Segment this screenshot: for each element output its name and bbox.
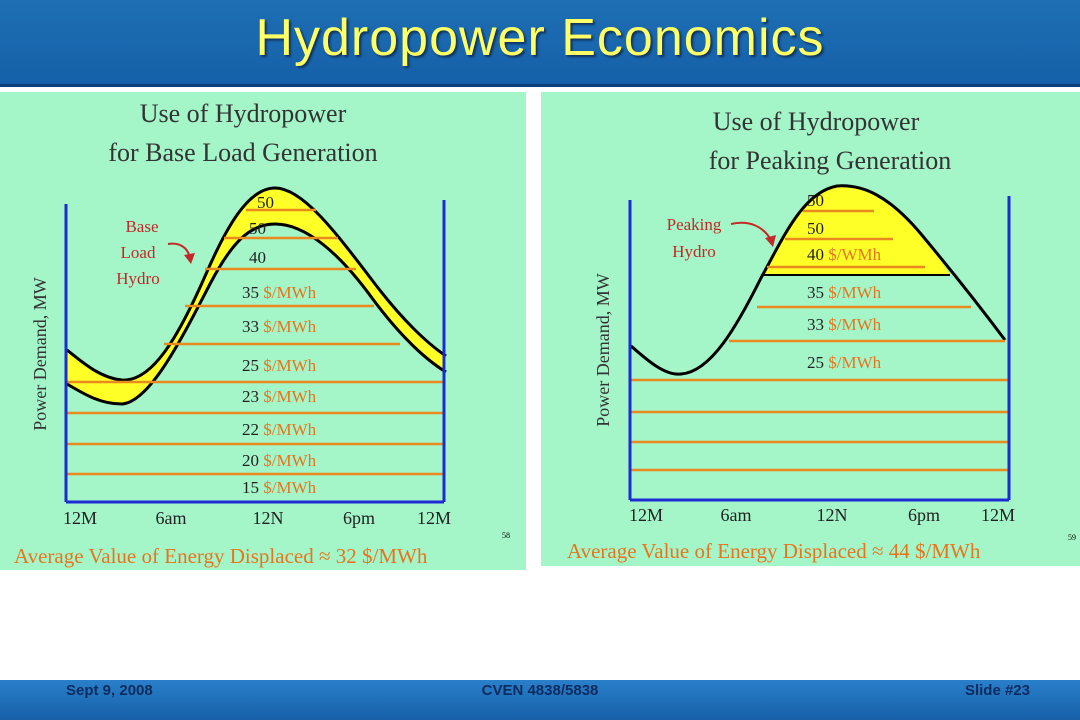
- left-price-label: 15 $/MWh: [242, 478, 317, 497]
- left-title-line1: Use of Hydropower: [140, 99, 347, 128]
- left-x-tick-labels: 12M 6am 12N 6pm 12M: [63, 508, 451, 528]
- left-x-tick-label: 6pm: [343, 508, 375, 528]
- left-price-label: 35 $/MWh: [242, 283, 317, 302]
- left-title-line2: for Base Load Generation: [108, 138, 377, 167]
- left-x-tick-label: 6am: [156, 508, 187, 528]
- footer-date: Sept 9, 2008: [66, 682, 153, 699]
- right-price-label: 40 $/WMh: [807, 245, 882, 264]
- base-load-panel: Use of Hydropower for Base Load Generati…: [0, 92, 526, 570]
- right-x-tick-label: 12M: [629, 505, 663, 525]
- slide-title: Hydropower Economics: [255, 9, 825, 67]
- left-callout-line1: Base: [125, 217, 158, 236]
- left-callout-arrowhead: [184, 253, 195, 264]
- footer-bar: Sept 9, 2008 CVEN 4838/5838 Slide #23: [0, 680, 1080, 720]
- right-price-labels: 50 50 40 $/WMh 35 $/MWh 33 $/MWh 25 $/MWh: [807, 191, 882, 372]
- right-x-tick-label: 12N: [817, 505, 848, 525]
- right-demand-curve: [630, 184, 1007, 376]
- right-slide-number: 59: [1068, 533, 1076, 542]
- left-price-label: 33 $/MWh: [242, 317, 317, 336]
- right-caption: Average Value of Energy Displaced ≈ 44 $…: [567, 539, 981, 563]
- right-x-tick-labels: 12M 6am 12N 6pm 12M: [629, 505, 1015, 525]
- left-x-tick-label: 12M: [417, 508, 451, 528]
- right-price-label: 35 $/MWh: [807, 283, 882, 302]
- lower-demand-curve: [66, 222, 447, 406]
- left-slide-number: 58: [502, 531, 510, 540]
- right-callout-line1: Peaking: [667, 215, 722, 234]
- left-caption: Average Value of Energy Displaced ≈ 32 $…: [14, 544, 428, 568]
- left-price-label: 25 $/MWh: [242, 356, 317, 375]
- right-price-label: 25 $/MWh: [807, 353, 882, 372]
- left-price-label: 40: [249, 248, 266, 267]
- left-price-labels: 50 50 40 35 $/MWh 33 $/MWh 25 $/MWh 23 $/MWh 22…: [242, 193, 317, 497]
- left-callout-line3: Hydro: [116, 269, 159, 288]
- upper-demand-curve: [66, 186, 447, 382]
- peaking-diagram: Use of Hydropower for Peaking Generation…: [567, 107, 1076, 563]
- left-price-label: 23 $/MWh: [242, 387, 317, 406]
- left-price-label: 50: [257, 193, 274, 212]
- footer-slide-number: Slide #23: [964, 682, 1030, 699]
- right-x-tick-label: 12M: [981, 505, 1015, 525]
- left-price-label: 50: [249, 219, 266, 238]
- left-price-label: 20 $/MWh: [242, 451, 317, 470]
- title-underline: [0, 84, 1080, 87]
- peaking-hydro-area: [764, 185, 950, 275]
- right-callout-line2: Hydro: [672, 242, 715, 261]
- right-price-label: 33 $/MWh: [807, 315, 882, 334]
- right-price-label: 50: [807, 191, 824, 210]
- right-title-line2: for Peaking Generation: [709, 146, 952, 175]
- right-title-line1: Use of Hydropower: [713, 107, 920, 136]
- left-y-axis-label: Power Demand, MW: [30, 277, 50, 430]
- footer-course: CVEN 4838/5838: [481, 682, 599, 699]
- right-price-label: 50: [807, 219, 824, 238]
- left-x-tick-label: 12M: [63, 508, 97, 528]
- left-x-tick-label: 12N: [253, 508, 284, 528]
- left-price-label: 22 $/MWh: [242, 420, 317, 439]
- right-x-tick-label: 6pm: [908, 505, 940, 525]
- title-bar: Hydropower Economics: [0, 0, 1080, 87]
- peaking-panel: Use of Hydropower for Peaking Generation…: [541, 92, 1080, 566]
- right-y-axis-label: Power Demand, MW: [593, 273, 613, 426]
- right-callout-arrowhead: [765, 235, 776, 247]
- base-load-diagram: Use of Hydropower for Base Load Generati…: [14, 99, 510, 568]
- right-price-lines: [630, 209, 1009, 472]
- left-callout-line2: Load: [121, 243, 156, 262]
- right-x-tick-label: 6am: [721, 505, 752, 525]
- right-callout-arrow: [730, 221, 772, 241]
